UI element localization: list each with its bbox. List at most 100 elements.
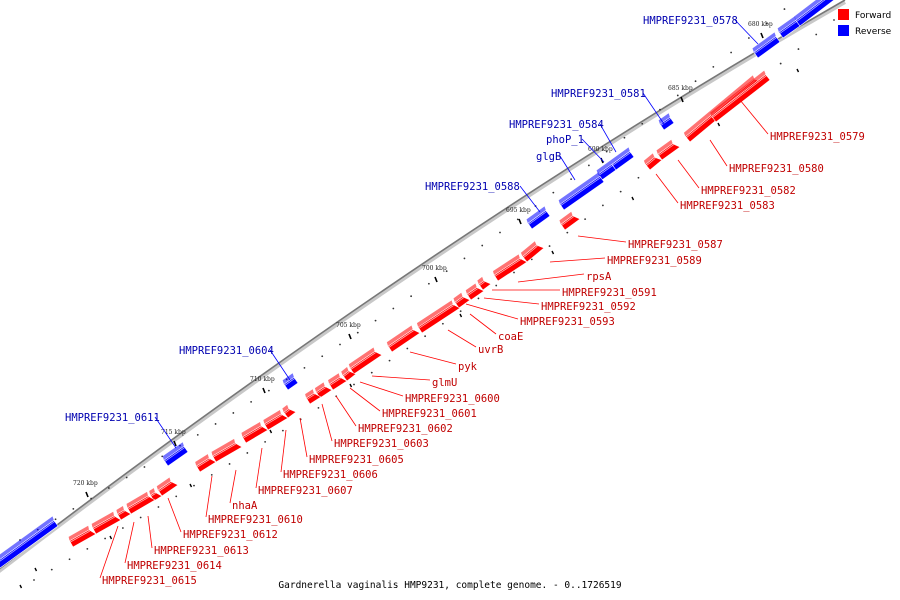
minor-tick [54,518,57,521]
reverse-gene [282,373,299,391]
minor-tick [601,204,604,207]
legend-forward-label: Forward [855,11,891,21]
major-tick [760,32,764,39]
forward-gene-label: glmU [432,377,457,389]
forward-gene [453,292,471,309]
forward-gene-label: rpsA [586,271,612,283]
minor-tick [694,80,697,83]
label-leader [359,381,404,397]
forward-gene [263,410,289,431]
minor-tick [605,150,608,153]
label-leader [517,273,585,283]
forward-gene [656,139,681,161]
forward-gene-label: HMPREF9231_0592 [541,301,636,313]
minor-tick [90,497,93,500]
minor-tick [104,537,107,540]
minor-tick [445,270,448,273]
label-leader [447,329,477,348]
major-tick [459,313,463,318]
legend-forward-swatch [838,9,849,20]
tick-label: 720 kbp [73,480,98,487]
reverse-gene [558,172,605,211]
minor-tick [765,22,768,25]
minor-tick [267,389,270,392]
major-tick [19,584,23,589]
minor-tick [264,440,267,443]
minor-tick [356,331,359,334]
forward-gene-label: HMPREF9231_0583 [680,200,775,212]
minor-tick [317,406,320,409]
major-tick [551,250,555,255]
forward-gene-label: HMPREF9231_0612 [183,529,278,541]
forward-gene-label: nhaA [232,500,258,512]
minor-tick [157,506,160,508]
minor-tick [86,548,89,550]
tick-label: 700 kbp [422,265,447,272]
minor-tick [196,433,199,436]
forward-gene-label: HMPREF9231_0587 [628,239,723,251]
minor-tick [228,463,231,465]
genes [0,0,835,569]
forward-gene-label: uvrB [478,344,503,356]
minor-tick [747,37,750,39]
label-leader [321,403,333,442]
minor-tick [463,257,466,260]
minor-tick [427,282,430,285]
major-tick [348,333,352,340]
minor-tick [121,527,124,529]
label-leader [280,429,287,473]
forward-gene-label: HMPREF9231_0601 [382,408,477,420]
forward-gene [348,347,383,375]
forward-gene-label: HMPREF9231_0605 [309,454,404,466]
reverse-gene-label: HMPREF9231_0588 [425,181,520,193]
label-leader [229,469,237,504]
minor-tick [33,579,35,581]
minor-tick [441,322,444,325]
forward-gene [520,241,545,263]
minor-tick [783,8,786,10]
forward-gene-label: HMPREF9231_0610 [208,514,303,526]
label-leader [465,303,519,320]
minor-tick [797,48,800,50]
forward-gene-label: HMPREF9231_0614 [127,560,222,572]
minor-tick [676,94,679,97]
forward-gene [314,382,333,399]
minor-tick [72,508,75,510]
major-tick [173,440,177,447]
minor-tick [530,258,533,261]
forward-gene [211,438,243,463]
label-leader [409,351,457,365]
forward-gene [282,404,297,419]
minor-tick [214,423,217,425]
axis-line [0,0,846,570]
label-leader [483,297,540,305]
label-leader [549,257,606,263]
label-leader [599,123,617,153]
reverse-gene-label: glgB [536,151,561,163]
minor-tick [495,284,498,287]
gene-label-leaders [99,19,769,579]
genome-axis [0,0,846,573]
label-leader [642,92,665,125]
minor-tick [552,191,555,194]
tick-label: 715 kbp [161,429,186,436]
forward-gene-label: HMPREF9231_0613 [154,545,249,557]
label-leader [559,155,576,181]
reverse-gene-label: HMPREF9231_0611 [65,412,160,424]
label-leader [349,387,381,412]
map-title: Gardnerella vaginalis HMP9231, complete … [278,580,621,591]
minor-tick [143,466,146,468]
minor-tick [513,271,515,274]
forward-gene [116,506,132,521]
minor-tick [516,218,519,221]
label-leader [299,417,308,458]
minor-tick [459,310,462,313]
minor-tick [637,176,640,179]
label-leader [371,375,431,381]
minor-tick [392,307,395,310]
major-tick [518,218,522,225]
legend-reverse-label: Reverse [855,27,892,37]
legend: Forward Reverse [838,9,892,37]
legend-reverse-swatch [838,25,849,36]
